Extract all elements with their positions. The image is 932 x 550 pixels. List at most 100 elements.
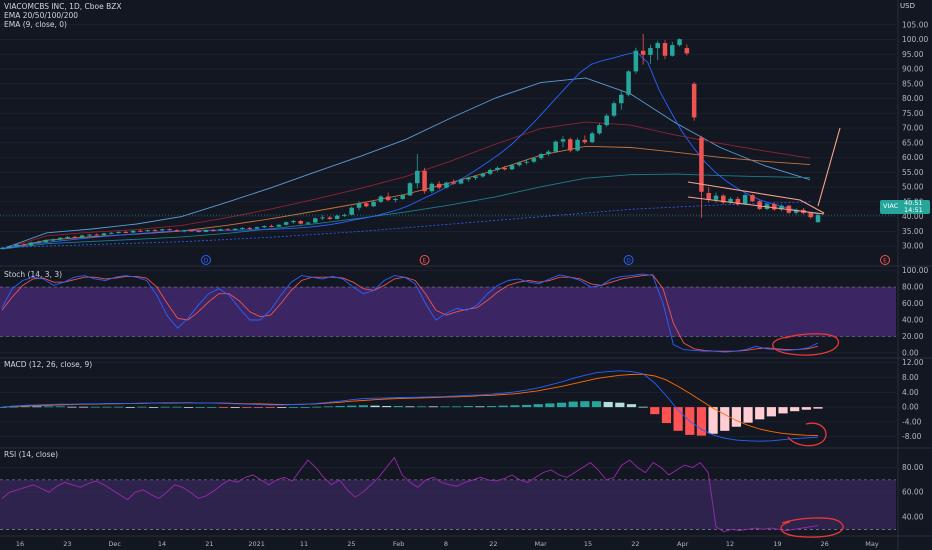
candle-body: [436, 183, 442, 188]
macd-histogram-bar: [533, 404, 543, 408]
candle-body: [444, 182, 449, 188]
earnings-marker: E: [419, 255, 430, 265]
candle-body: [385, 196, 391, 201]
candle-body: [524, 161, 529, 163]
candle-body: [750, 195, 755, 202]
macd-histogram-bar: [137, 406, 147, 408]
macd-histogram-bar: [568, 401, 578, 408]
macd-panel: [0, 370, 823, 442]
ema9-line: [1, 51, 819, 250]
dividend-marker-ring: [623, 255, 634, 265]
currency-label: USD: [900, 2, 915, 10]
time-tick-label: May: [865, 540, 879, 548]
macd-tick-label: 0.00: [902, 403, 919, 412]
rsi-title: RSI (14, close): [4, 450, 59, 459]
candle-body: [211, 230, 216, 232]
price-tick-label: 80.00: [902, 94, 924, 103]
rsi-line: [1, 456, 819, 533]
candle-body: [648, 48, 653, 55]
candle-body: [232, 228, 238, 230]
candle-body: [79, 235, 85, 238]
candle-body: [87, 234, 92, 236]
ema-legend: EMA (9, close, 0): [4, 20, 67, 29]
candle-body: [568, 139, 573, 151]
macd-histogram-bar: [405, 406, 415, 408]
price-tick-label: 50.00: [902, 183, 924, 192]
candle-body: [174, 230, 180, 232]
candle-body: [320, 217, 325, 219]
candle-body: [721, 195, 726, 203]
candle-body: [152, 230, 158, 232]
rsi-band: [0, 479, 896, 530]
macd-tick-label: 8.00: [902, 373, 919, 382]
candle-body: [619, 94, 624, 104]
candle-body: [589, 133, 595, 143]
candle-body: [378, 196, 384, 202]
stoch-circle-annotation: [772, 333, 840, 356]
time-tick-label: 19: [773, 540, 781, 548]
dividend-marker: D: [201, 255, 211, 265]
candle-body: [429, 183, 435, 192]
price-tag-symbol: VIAC: [883, 202, 899, 210]
candle-body: [393, 198, 398, 201]
time-tick-label: 12: [726, 540, 734, 548]
wedge-lower-trendline: [687, 196, 825, 215]
candle-body: [560, 139, 566, 142]
candle-body: [626, 71, 631, 95]
macd-histogram-bar: [708, 407, 718, 434]
macd-histogram-bar: [661, 407, 672, 424]
macd-histogram-bar: [452, 406, 462, 408]
macd-histogram-bar: [79, 406, 89, 408]
macd-histogram-bar: [475, 406, 485, 408]
macd-histogram-bar: [603, 401, 613, 408]
candle-body: [473, 176, 478, 178]
candle-body: [757, 201, 762, 209]
macd-histogram-bar: [731, 407, 741, 427]
candle-body: [50, 239, 56, 241]
candle-body: [181, 230, 187, 232]
stoch-band: [0, 287, 896, 337]
macd-histogram-bar: [55, 406, 65, 408]
stoch-k-line: [1, 273, 819, 353]
macd-histogram-bar: [417, 406, 427, 408]
candle-body: [495, 167, 500, 170]
candle-body: [611, 103, 617, 116]
candle-body: [553, 141, 558, 152]
macd-histogram-bar: [743, 407, 753, 423]
annotation-layer: [687, 127, 844, 538]
axis-labels: 30.0035.0040.0045.0050.0055.0060.0065.00…: [16, 20, 929, 548]
price-tick-label: 70.00: [902, 124, 924, 133]
time-tick-label: 8: [444, 540, 448, 548]
candle-body: [72, 236, 78, 238]
ema20-line: [1, 77, 811, 250]
macd-histogram-bar: [277, 407, 287, 408]
candle-body: [58, 237, 63, 240]
macd-histogram-bar: [521, 404, 532, 408]
macd-histogram-bar: [253, 407, 264, 408]
earnings-marker-ring: [419, 255, 430, 265]
macd-histogram-bar: [650, 407, 660, 415]
macd-histogram-bar: [498, 405, 508, 408]
time-tick-label: Dec: [108, 540, 121, 548]
rsi-tick-label: 60.00: [902, 488, 924, 497]
ema50-line: [1, 121, 811, 250]
candle-body: [371, 201, 376, 207]
macd-histogram-bar: [556, 402, 567, 408]
macd-tick-label: -4.00: [902, 417, 922, 426]
candle-body: [167, 229, 172, 231]
macd-histogram-bar: [102, 406, 112, 408]
macd-histogram-bar: [545, 403, 555, 408]
macd-histogram-bar: [44, 406, 54, 408]
stoch-tick-label: 60.00: [902, 299, 924, 308]
candle-body: [291, 221, 296, 223]
candle-body: [327, 217, 333, 219]
candle-body: [531, 158, 537, 162]
macd-histogram-bar: [720, 407, 730, 431]
time-tick-label: 26: [821, 540, 829, 548]
macd-histogram-bar: [207, 407, 217, 408]
candle-body: [633, 50, 639, 72]
candle-body: [509, 165, 515, 170]
candle-body: [575, 139, 580, 151]
candle-body: [662, 43, 668, 56]
